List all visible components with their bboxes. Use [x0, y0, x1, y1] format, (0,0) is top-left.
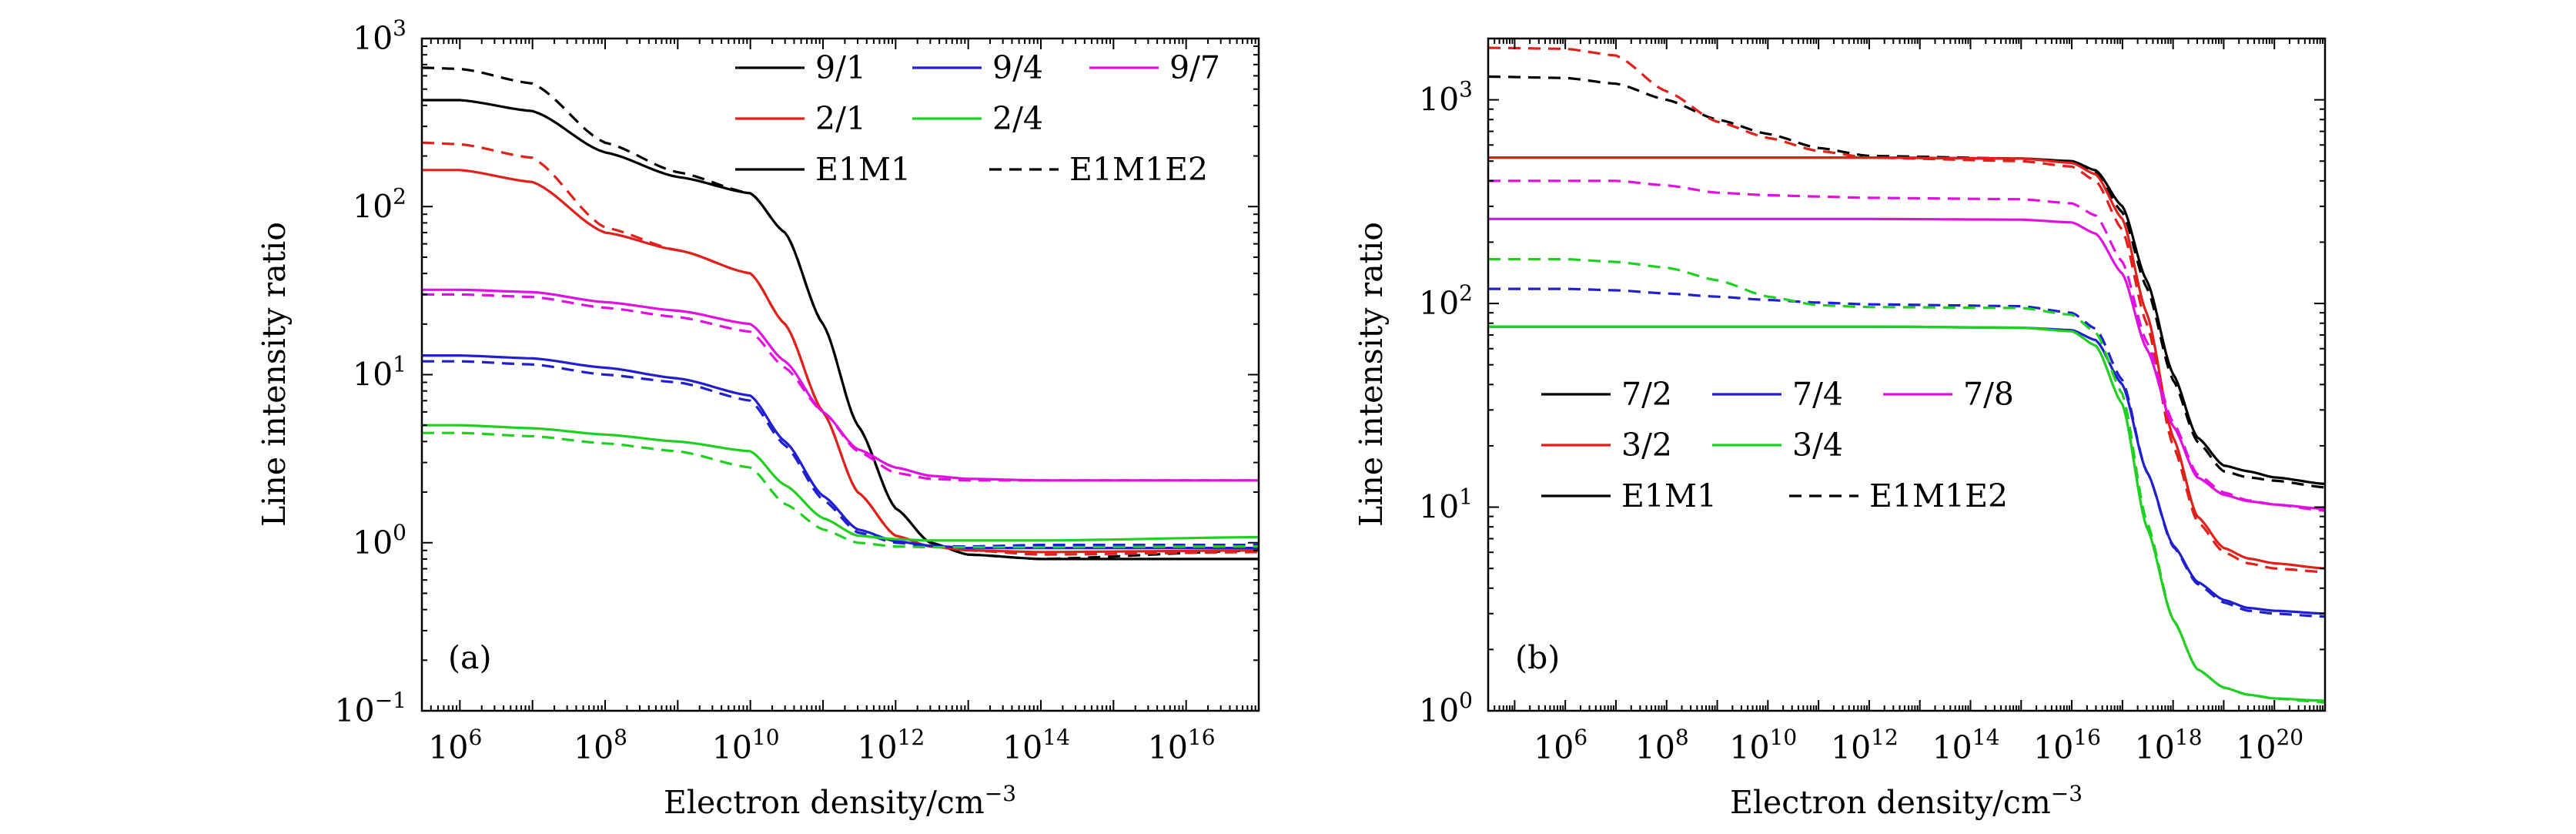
panel-b-label: (b) — [1515, 639, 1560, 676]
panel-a-label: (a) — [448, 639, 491, 676]
panel-a-y-tick-label: 103 — [353, 15, 406, 57]
panel-b-x-tick-label: 108 — [1635, 725, 1689, 766]
panel-b-series-7-4-e1m1e2 — [1488, 287, 2325, 618]
panel-b-legend-label: E1M1 — [1621, 477, 1717, 514]
panel-b-x-tick-label: 1016 — [2033, 725, 2101, 766]
panel-b-legend: 7/2 7/4 7/8 3/2 3/4 E1M1 E1M1E2 — [1541, 376, 2014, 514]
panel-b-plot-frame — [1487, 37, 2327, 712]
panel-b-x-axis: 106 108 1010 1012 1014 1016 1018 1020 — [1487, 39, 2326, 766]
panel-b-series-7-8-e1m1e2 — [1488, 179, 2325, 512]
panel-a-x-tick-label: 106 — [428, 725, 482, 766]
panel-a-series-9-7-e1m1 — [422, 288, 1259, 482]
panel-a-x-axis: 106 108 1010 1012 1014 1016 — [421, 39, 1260, 766]
panel-b-y-tick-label: 102 — [1419, 280, 1473, 322]
panel-a-series-2-4-e1m1e2 — [422, 431, 1259, 549]
panel-b-series-3-2-e1m1 — [1488, 156, 2325, 570]
panel-b-x-axis-title: Electron density/cm−3 — [1730, 781, 2083, 821]
panel-a-series-group — [422, 66, 1259, 561]
panel-a-x-tick-label: 1016 — [1148, 725, 1216, 766]
panel-a-legend-label: 2/1 — [815, 100, 866, 137]
panel-a-y-tick-label: 101 — [353, 352, 406, 394]
panel-a-series-2-1-e1m1e2 — [422, 141, 1259, 556]
panel-a-legend-label: 9/1 — [815, 49, 866, 86]
panel-b-series-3-2-e1m1e2 — [1488, 46, 2325, 574]
panel-b-legend-label: 3/4 — [1792, 427, 1843, 464]
panel-b-x-tick-label: 1018 — [2135, 725, 2203, 766]
panel-b-y-tick-label: 103 — [1419, 77, 1473, 119]
panel-a-legend-label: 9/7 — [1169, 49, 1220, 86]
panel-b-y-axis-title: Line intensity ratio — [1353, 222, 1390, 527]
panel-b-series-3-4-e1m1e2 — [1488, 258, 2325, 704]
panel-b-x-tick-label: 1012 — [1831, 725, 1899, 766]
panel-b-x-tick-label: 1010 — [1729, 725, 1797, 766]
panel-b-y-tick-label: 101 — [1419, 484, 1473, 526]
panel-a-series-9-7-e1m1e2 — [422, 293, 1259, 482]
panel-b-legend-label: 3/2 — [1621, 427, 1672, 464]
panel-a-legend-label: 2/4 — [992, 100, 1043, 137]
panel-a-x-tick-label: 1012 — [857, 725, 925, 766]
panel-a-series-2-1-e1m1 — [422, 169, 1259, 554]
panel-a-series-2-4-e1m1 — [422, 424, 1259, 542]
panel-b-y-axis: 100 101 102 103 — [1419, 38, 2325, 729]
panel-a-legend-label: E1M1 — [815, 151, 911, 188]
panel-b-x-tick-label: 106 — [1534, 725, 1587, 766]
panel-a-x-tick-label: 1014 — [1002, 725, 1070, 766]
panel-a-y-tick-label: 100 — [353, 520, 406, 561]
panel-a-x-tick-label: 108 — [574, 725, 627, 766]
panel-a-y-axis-title: Line intensity ratio — [256, 222, 293, 527]
panel-a-legend-label: E1M1E2 — [1069, 151, 1208, 188]
panel-a-x-tick-label: 1010 — [712, 725, 780, 766]
panel-b-y-tick-label: 100 — [1419, 688, 1473, 729]
panel-b-x-tick-label: 1020 — [2236, 725, 2303, 766]
panel-b-legend-label: 7/8 — [1963, 376, 2014, 413]
panel-a-x-axis-title: Electron density/cm−3 — [664, 781, 1016, 821]
panel-b-legend-label: E1M1E2 — [1869, 477, 2008, 514]
panel-a-y-axis: 10−1 100 101 102 103 — [335, 15, 1259, 729]
panel-a-chart: 106 108 1010 1012 1014 1016 10−1100101102103 … — [256, 15, 1260, 821]
panel-b-series-7-2-e1m1e2 — [1488, 75, 2325, 489]
panel-a-y-tick-label: 10−1 — [335, 688, 406, 729]
panel-b-chart: 106 108 1010 1012 1014 1016 1018 1020 100 101 102… — [1353, 37, 2327, 821]
panel-b-legend-label: 7/4 — [1792, 376, 1843, 413]
panel-b-legend-label: 7/2 — [1621, 376, 1672, 413]
panel-a-legend-label: 9/4 — [992, 49, 1043, 86]
panel-a-series-9-1-e1m1e2 — [422, 66, 1259, 561]
panel-b-series-group — [1488, 46, 2325, 704]
panel-a-y-tick-label: 102 — [353, 183, 406, 225]
panel-b-x-tick-label: 1014 — [1932, 725, 2000, 766]
panel-a-legend: 9/1 9/4 9/7 2/1 2/4 E1M1 E1M1E2 — [735, 49, 1220, 188]
